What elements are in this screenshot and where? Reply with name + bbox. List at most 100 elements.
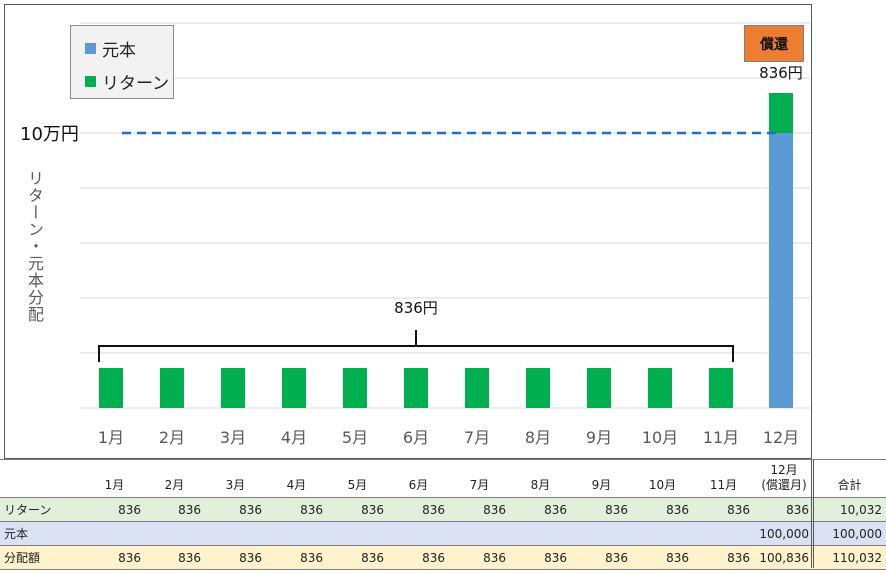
table-cell: 836 — [422, 502, 445, 517]
table-row-label: 元本 — [4, 527, 29, 541]
table-cell — [205, 522, 266, 545]
table-cell — [632, 522, 693, 545]
bar-return-5 — [343, 368, 367, 408]
table-cell: 10,032 — [840, 502, 882, 517]
table-cell — [266, 522, 327, 545]
table-cell: 836 — [605, 502, 628, 517]
table-header-cell: 10月 — [648, 478, 677, 492]
legend: 元本 リターン — [70, 25, 174, 99]
bar-return-1 — [99, 368, 123, 408]
bar-return-3 — [221, 368, 245, 408]
bar-return-2 — [160, 368, 184, 408]
table-header-cell: 5月 — [347, 478, 368, 492]
table-header-cell: 1月 — [104, 478, 125, 492]
table-cell: 836 — [727, 502, 750, 517]
table-cell: 100,000 — [759, 526, 809, 541]
x-tick-label: 10月 — [642, 428, 678, 447]
table-cell: 836 — [483, 550, 506, 565]
bar-return-9 — [587, 368, 611, 408]
table-cell — [327, 522, 388, 545]
bar-return-10 — [648, 368, 672, 408]
bar-return-7 — [465, 368, 489, 408]
bar-principal-12 — [769, 133, 793, 408]
table-cell: 836 — [544, 502, 567, 517]
table-cell: 836 — [300, 502, 323, 517]
bar-return-6 — [404, 368, 428, 408]
table-cell: 836 — [118, 502, 141, 517]
table-cell: 836 — [239, 502, 262, 517]
x-tick-label: 4月 — [281, 428, 307, 447]
bar-return-8 — [526, 368, 550, 408]
table-header-cell: 3月 — [225, 478, 246, 492]
table-row-label: 分配額 — [4, 551, 41, 565]
table-cell: 836 — [239, 550, 262, 565]
table-header-cell: 11月 — [709, 478, 738, 492]
table-cell — [693, 522, 754, 545]
table-cell: 836 — [483, 502, 506, 517]
table-cell: 836 — [605, 550, 628, 565]
y-axis-label: リターン・元本分配 — [25, 170, 44, 323]
x-tick-label: 7月 — [464, 428, 490, 447]
table-header-row: 1月 2月 3月 4月 5月 6月 7月 8月 9月 10月 11月 12月 (償還月) 合計 — [0, 459, 886, 496]
bar-return-12 — [769, 93, 793, 133]
table-header-cell: 9月 — [591, 478, 612, 492]
brace-label: 836円 — [394, 299, 438, 317]
x-tick-label: 12月 — [763, 428, 799, 447]
table-cell: 836 — [727, 550, 750, 565]
table-cell: 836 — [178, 502, 201, 517]
legend-swatch-principal — [85, 43, 96, 54]
table-cell: 836 — [118, 550, 141, 565]
x-tick-label: 2月 — [159, 428, 185, 447]
legend-label-return: リターン — [102, 74, 170, 94]
x-tick-label: 9月 — [586, 428, 612, 447]
table-cell: 836 — [786, 502, 809, 517]
reference-line-label: 10万円 — [20, 124, 79, 145]
table-header-cell: 12月 (償還月) — [761, 463, 807, 492]
x-tick-label: 3月 — [220, 428, 246, 447]
table-cell — [388, 522, 449, 545]
table-cell: 836 — [666, 502, 689, 517]
x-tick-label: 1月 — [98, 428, 124, 447]
table-cell: 836 — [544, 550, 567, 565]
table-header-cell: 2月 — [164, 478, 185, 492]
legend-item-return: リターン — [85, 69, 169, 94]
x-tick-label: 5月 — [342, 428, 368, 447]
chart-canvas: 1月 2月 3月 4月 5月 6月 7月 8月 9月 10月 11月 12月 10万円 836円 836円 — [20, 22, 810, 447]
table-cell: 836 — [666, 550, 689, 565]
distribution-table: 1月 2月 3月 4月 5月 6月 7月 8月 9月 10月 11月 12月 (償還月) 合計リターン 8… — [0, 459, 886, 574]
x-tick-label: 8月 — [525, 428, 551, 447]
table-cell: 836 — [422, 550, 445, 565]
bar-return-4 — [282, 368, 306, 408]
legend-item-principal: 元本 — [85, 36, 136, 61]
table-row: リターン 836 836 836 836 836 836 836 836 836 836 836 836… — [0, 497, 886, 521]
chart-frame — [4, 4, 812, 459]
table-row: 元本 100,000 100,000 — [0, 521, 886, 545]
table-row: 分配額 836 836 836 836 836 836 836 836 836 836 836 100,… — [0, 545, 886, 570]
table-cell: 100,000 — [832, 526, 882, 541]
table-header-cell: 6月 — [408, 478, 429, 492]
table-cell — [84, 522, 145, 545]
table-cell — [571, 522, 632, 545]
table-cell: 100,836 — [759, 550, 809, 565]
table-row-label: リターン — [4, 503, 52, 517]
table-top-rule — [0, 459, 886, 460]
table-cell: 836 — [178, 550, 201, 565]
table-cell: 110,032 — [832, 550, 882, 565]
table-cell — [449, 522, 510, 545]
bar-return-11 — [709, 368, 733, 408]
x-tick-label: 6月 — [403, 428, 429, 447]
table-cell — [144, 522, 205, 545]
final-bar-label: 836円 — [759, 64, 803, 82]
table-header-cell: 合計 — [837, 478, 862, 492]
legend-swatch-return — [85, 76, 96, 87]
legend-label-principal: 元本 — [102, 41, 136, 61]
table-cell: 836 — [361, 550, 384, 565]
table-cell: 836 — [300, 550, 323, 565]
table-cell: 836 — [361, 502, 384, 517]
table-header-cell: 7月 — [469, 478, 490, 492]
table-header-cell: 4月 — [286, 478, 307, 492]
x-tick-label: 11月 — [703, 428, 739, 447]
table-cell — [510, 522, 571, 545]
repayment-badge: 償還 — [744, 25, 804, 62]
table-header-cell: 8月 — [530, 478, 551, 492]
